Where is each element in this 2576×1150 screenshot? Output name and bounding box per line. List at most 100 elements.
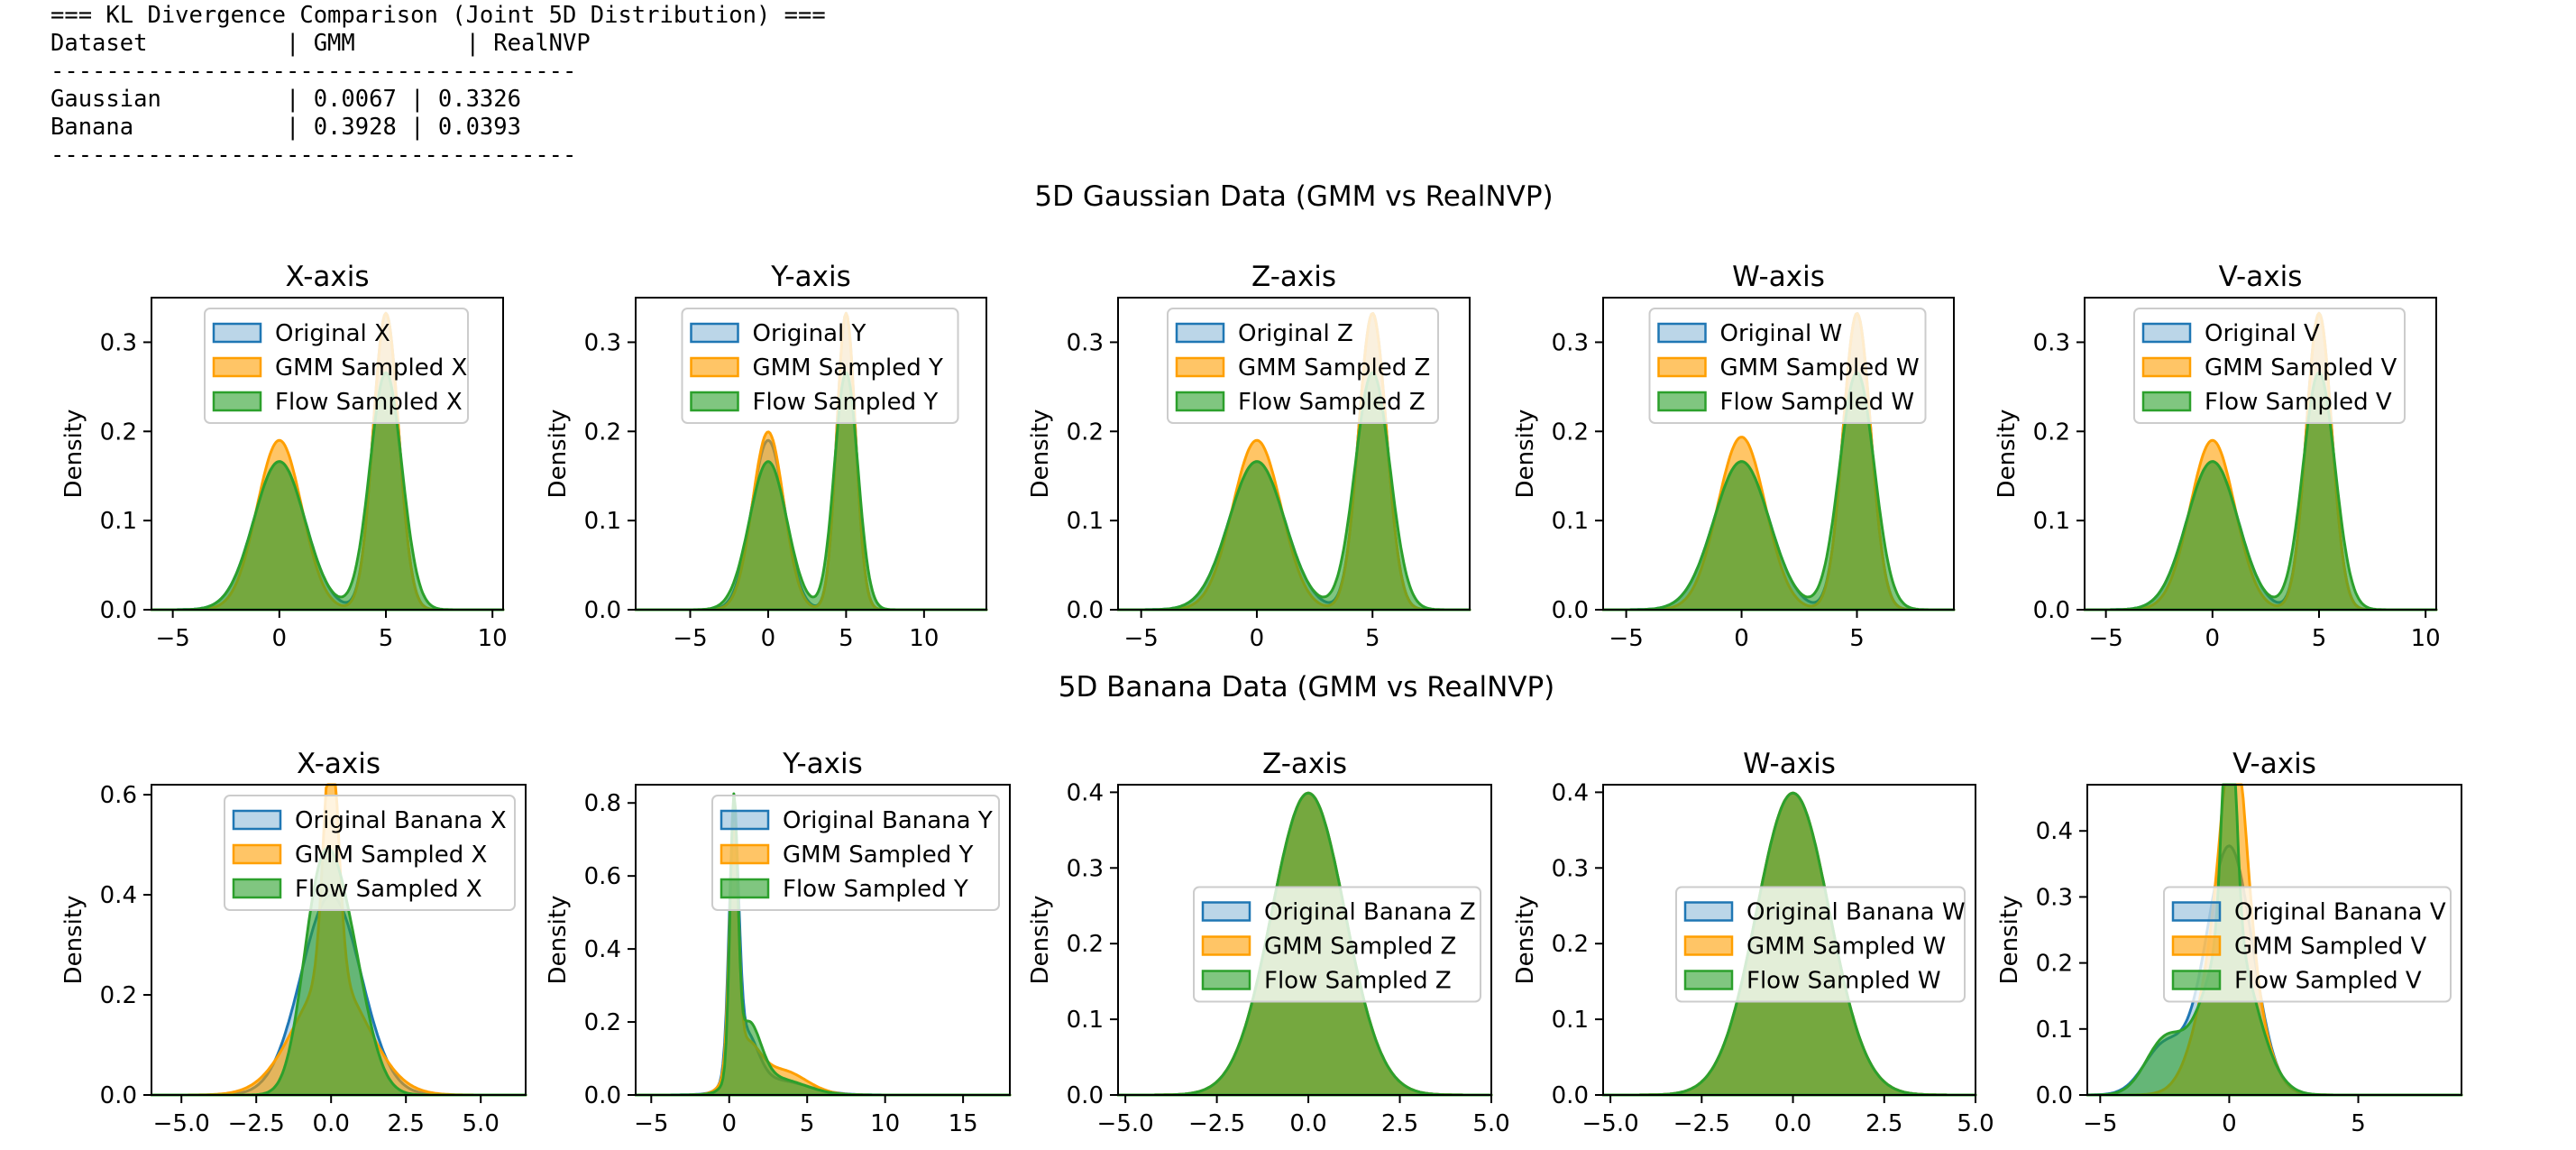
subplot-title: V-axis	[2232, 748, 2316, 780]
y-tick-label: 0.3	[1552, 329, 1589, 356]
x-tick-label: 5	[1365, 625, 1380, 652]
legend-swatch	[2171, 901, 2222, 922]
subplot-title: V-axis	[2219, 261, 2303, 293]
subplot-title: Y-axis	[770, 261, 851, 293]
legend: Original Banana Z GMM Sampled Z Flow Sampl…	[1193, 886, 1481, 1003]
legend-entry: GMM Sampled Y	[783, 842, 974, 869]
legend-entry: Original Banana V	[2234, 899, 2446, 926]
y-tick-label: 0.0	[1552, 597, 1589, 624]
legend: Original Banana Y GMM Sampled Y Flow Sampl…	[711, 795, 1000, 911]
legend-swatch	[232, 878, 282, 899]
y-tick-label: 0.2	[2033, 419, 2070, 446]
legend-entry: Flow Sampled W	[1746, 968, 1941, 995]
y-tick-label: 0.3	[2033, 329, 2070, 356]
legend-entry: Original Banana X	[295, 807, 507, 834]
legend-swatch	[1201, 970, 1251, 990]
legend-frame	[2133, 308, 2406, 424]
legend-swatch	[1201, 935, 1251, 956]
x-tick-label: 5	[379, 625, 394, 652]
legend-entry: GMM Sampled Z	[1264, 934, 1456, 961]
legend-entry: Original Banana Z	[1264, 899, 1476, 926]
x-tick-label: 2.5	[1381, 1110, 1418, 1137]
subplot-v-axis: −5 0 5 10 0.0 0.1 0.2 0.3 V-axis Density Original …	[1994, 261, 2441, 652]
x-tick-label: 10	[870, 1110, 900, 1137]
legend-frame	[1675, 886, 1966, 1003]
y-tick-label: 0.2	[584, 1009, 621, 1036]
y-axis-label: Density	[1027, 409, 1054, 499]
y-tick-label: 0.1	[100, 508, 137, 535]
x-tick-label: 0.0	[313, 1110, 350, 1137]
y-tick-label: 0.0	[584, 597, 621, 624]
y-axis-label: Density	[545, 896, 572, 985]
x-tick-label: 5	[1849, 625, 1865, 652]
legend-swatch	[690, 356, 739, 378]
subplot-y-axis: −5 0 5 10 0.0 0.1 0.2 0.3 Y-axis Density Original …	[545, 261, 988, 652]
x-tick-label: 10	[909, 625, 939, 652]
y-tick-label: 0.1	[584, 508, 621, 535]
legend-frame	[711, 795, 1000, 911]
x-tick-label: 5	[2351, 1110, 2366, 1137]
x-tick-label: 5.0	[1472, 1110, 1509, 1137]
legend-entry: GMM Sampled W	[1746, 934, 1946, 961]
kl-table-separator: --------------------------------------	[50, 142, 577, 169]
y-tick-label: 0.1	[2036, 1017, 2073, 1044]
x-tick-label: −5.0	[1582, 1110, 1639, 1137]
legend-frame	[681, 308, 959, 424]
legend-swatch	[1683, 970, 1734, 990]
legend-swatch	[2141, 391, 2192, 412]
y-tick-label: 0.3	[1067, 329, 1104, 356]
kl-divergence-table: === KL Divergence Comparison (Joint 5D D…	[50, 2, 826, 170]
legend: Original Banana X GMM Sampled X Flow Sampl…	[224, 795, 516, 911]
legend-entry: Original Y	[753, 320, 866, 347]
y-axis-label: Density	[1996, 896, 2023, 985]
legend-frame	[2163, 886, 2452, 1003]
legend-swatch	[2171, 935, 2222, 956]
axes-frame	[2086, 784, 2462, 1096]
x-tick-label: 0	[721, 1110, 737, 1137]
subplot-w-axis: −5.0 −2.5 0.0 2.5 5.0 0.0 0.1 0.2 0.3 0.4 W-axis De…	[1512, 748, 1994, 1137]
density-area-flow	[1601, 371, 1956, 612]
x-tick-label: 0	[1734, 625, 1749, 652]
y-tick-label: 0.0	[100, 1082, 137, 1109]
y-tick-label: 0.2	[100, 419, 137, 446]
x-tick-label: 15	[949, 1110, 978, 1137]
x-tick-label: 0	[272, 625, 288, 652]
x-tick-label: −5	[1609, 625, 1643, 652]
legend-entry: Original Z	[1238, 320, 1353, 347]
x-tick-label: −2.5	[1673, 1110, 1730, 1137]
x-tick-label: 5.0	[1957, 1110, 1994, 1137]
axes-frame	[1602, 297, 1955, 611]
legend-entry: Flow Sampled Y	[783, 876, 968, 903]
legend: Original Z GMM Sampled Z Flow Sampled Z	[1167, 308, 1439, 424]
kl-table-row: Gaussian | 0.0067 | 0.3326	[50, 86, 521, 113]
subplot-z-axis: −5.0 −2.5 0.0 2.5 5.0 0.0 0.1 0.2 0.3 0.4 Z-axis De…	[1027, 748, 1510, 1137]
x-tick-label: 2.5	[1866, 1110, 1902, 1137]
axes-frame	[635, 784, 1011, 1096]
legend-swatch	[1201, 901, 1251, 922]
y-axis-label: Density	[1512, 896, 1539, 985]
y-tick-label: 0.1	[1552, 1007, 1589, 1034]
subplot-w-axis: −5 0 5 0.0 0.1 0.2 0.3 W-axis Density Original W G…	[1512, 261, 1956, 652]
legend-entry: GMM Sampled Z	[1238, 354, 1430, 382]
y-axis-label: Density	[60, 896, 87, 985]
y-tick-label: 0.6	[100, 782, 137, 809]
y-tick-label: 0.3	[100, 329, 137, 356]
legend-entry: Flow Sampled X	[275, 389, 463, 416]
y-tick-label: 0.0	[1067, 597, 1104, 624]
x-tick-label: 2.5	[388, 1110, 425, 1137]
x-tick-label: 0	[1250, 625, 1265, 652]
density-area-flow	[1116, 371, 1471, 612]
axes-frame	[151, 784, 527, 1096]
y-tick-label: 0.1	[1067, 508, 1104, 535]
kl-table-title: === KL Divergence Comparison (Joint 5D D…	[50, 2, 826, 29]
y-tick-label: 0.0	[1552, 1082, 1589, 1109]
legend-entry: Flow Sampled Y	[753, 389, 939, 416]
axes-frame	[1117, 297, 1471, 611]
y-tick-label: 0.6	[584, 863, 621, 890]
subplot-y-axis: −5 0 5 10 15 0.0 0.2 0.4 0.6 0.8 Y-axis Density Orig…	[545, 748, 1012, 1137]
y-tick-label: 0.1	[2033, 508, 2070, 535]
legend-swatch	[690, 391, 739, 412]
x-tick-label: 0	[2222, 1110, 2237, 1137]
y-axis-label: Density	[1027, 896, 1054, 985]
